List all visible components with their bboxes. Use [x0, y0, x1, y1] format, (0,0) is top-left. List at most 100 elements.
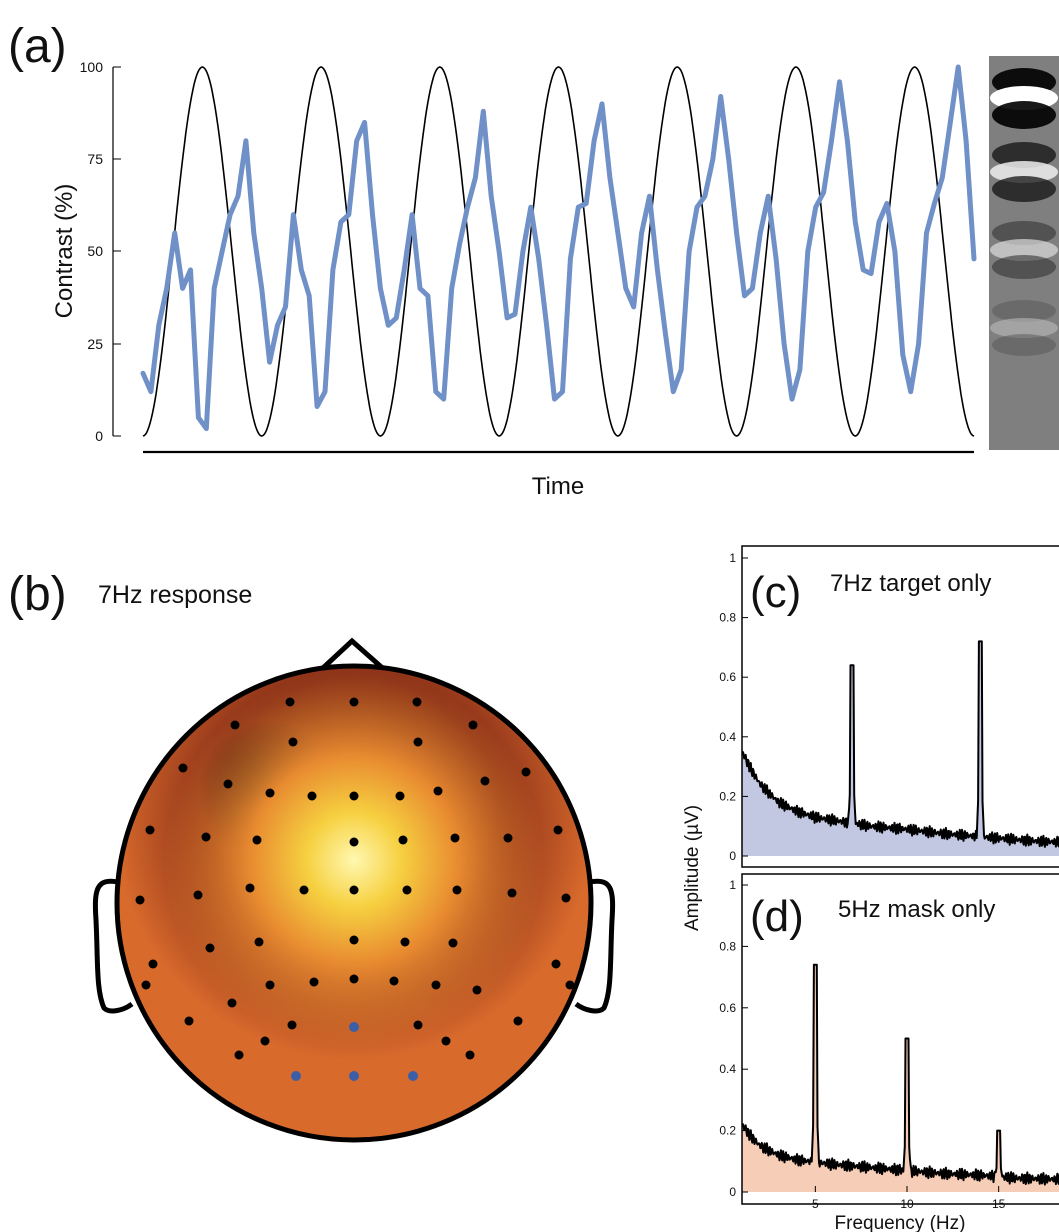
- panel-a-tick-label: 25: [87, 336, 103, 352]
- y-tick-label: 0.4: [719, 730, 736, 744]
- y-tick-label: 0.6: [719, 1001, 736, 1015]
- electrode: [402, 885, 412, 895]
- electrode: [265, 788, 275, 798]
- y-tick-label: 0.2: [719, 1124, 736, 1138]
- electrode: [349, 885, 359, 895]
- grating-75: [990, 142, 1058, 202]
- grating-25: [990, 300, 1058, 356]
- panel-c-spectrum-fill: [742, 641, 1059, 856]
- panel-c: 0 0.2 0.4 0.6 0.8 1 (c) 7Hz target only: [719, 545, 1059, 868]
- panel-c-frame: [741, 545, 1059, 868]
- panel-d-y-ticks: 0 0.2 0.4 0.6 0.8 1: [719, 878, 748, 1199]
- electrode: [227, 998, 237, 1008]
- panel-b-title: 7Hz response: [98, 581, 252, 609]
- electrode-array: [135, 697, 575, 1081]
- electrode: [223, 779, 233, 789]
- panel-a-tick-label: 50: [87, 243, 103, 259]
- electrode: [480, 776, 490, 786]
- electrode: [299, 885, 309, 895]
- electrode: [398, 835, 408, 845]
- panel-a-sine-series: [142, 66, 975, 437]
- panel-b-letter: (b): [8, 568, 67, 621]
- spectrum-panels: Amplitude (µV) Frequency (Hz) 0 0.2 0.4 0.6…: [682, 545, 1059, 1232]
- electrode: [285, 697, 295, 707]
- electrode: [230, 720, 240, 730]
- y-tick-label: 0.2: [719, 789, 736, 803]
- electrode-highlighted: [349, 1022, 359, 1032]
- panel-d-spectrum-fill: [742, 964, 1059, 1192]
- panel-a-tick-label: 0: [95, 428, 103, 444]
- electrode: [468, 720, 478, 730]
- y-tick-label: 1: [729, 878, 736, 892]
- electrode: [395, 791, 405, 801]
- electrode: [551, 959, 561, 969]
- panel-c-title: 7Hz target only: [830, 570, 991, 597]
- electrode: [465, 1050, 475, 1060]
- electrode: [288, 737, 298, 747]
- electrode: [307, 791, 317, 801]
- x-tick-label: 5: [812, 1197, 819, 1211]
- electrode: [553, 825, 563, 835]
- panel-c-spectrum-line: [741, 640, 1059, 848]
- electrode: [441, 1036, 451, 1046]
- electrode: [245, 883, 255, 893]
- amplitude-axis-label: Amplitude (µV): [682, 805, 703, 931]
- y-tick-label: 0: [729, 1185, 736, 1199]
- electrode: [413, 737, 423, 747]
- electrode: [135, 895, 145, 905]
- panel-d-title: 5Hz mask only: [838, 896, 995, 923]
- electrode: [507, 888, 517, 898]
- head-outline: [114, 663, 594, 1143]
- electrode: [513, 1016, 523, 1026]
- electrode: [412, 697, 422, 707]
- electrode: [349, 791, 359, 801]
- panel-a-y-ticks: 0 25 50 75 100: [80, 59, 121, 444]
- grating-50: [990, 221, 1058, 279]
- electrode: [450, 833, 460, 843]
- electrode: [433, 786, 443, 796]
- scalp-topography-map: [117, 666, 591, 1140]
- electrode-highlighted: [291, 1071, 301, 1081]
- y-tick-label: 0: [729, 849, 736, 863]
- electrode: [349, 935, 359, 945]
- electrode: [184, 1016, 194, 1026]
- panel-a: (a) Contrast (%) Time 0 25 50 75 100: [8, 20, 1059, 500]
- electrode-highlighted: [408, 1071, 418, 1081]
- electrode: [252, 835, 262, 845]
- electrode: [287, 1020, 297, 1030]
- electrode: [452, 885, 462, 895]
- contrast-stimulus-strip: [989, 56, 1059, 450]
- panel-a-tick-label: 100: [80, 59, 104, 75]
- panel-a-tick-label: 75: [87, 151, 103, 167]
- panel-a-tracked-series: [140, 64, 977, 432]
- electrode: [309, 977, 319, 987]
- electrode: [349, 974, 359, 984]
- panel-d-letter: (d): [750, 892, 804, 941]
- panel-c-letter: (c): [750, 568, 801, 617]
- panel-d-spectrum-line: [741, 963, 1059, 1186]
- x-tick-label: 15: [992, 1197, 1006, 1211]
- electrode: [205, 943, 215, 953]
- electrode: [254, 937, 264, 947]
- electrode: [503, 833, 513, 843]
- panel-a-letter: (a): [8, 20, 67, 73]
- panel-a-ylabel: Contrast (%): [51, 184, 78, 319]
- panel-c-y-ticks: 0 0.2 0.4 0.6 0.8 1: [719, 551, 748, 863]
- electrode: [431, 980, 441, 990]
- electrode: [521, 767, 531, 777]
- electrode: [145, 825, 155, 835]
- electrode: [141, 980, 151, 990]
- panel-b: (b) 7Hz response: [8, 568, 616, 1143]
- y-tick-label: 0.6: [719, 670, 736, 684]
- electrode: [349, 697, 359, 707]
- frequency-axis-label: Frequency (Hz): [835, 1213, 966, 1232]
- panel-d-x-ticks: 5 10 15: [812, 1186, 1006, 1211]
- electrode: [561, 893, 571, 903]
- electrode: [400, 937, 410, 947]
- electrode: [234, 1050, 244, 1060]
- electrode: [413, 1020, 423, 1030]
- y-tick-label: 1: [729, 551, 736, 565]
- electrode: [389, 976, 399, 986]
- electrode: [265, 980, 275, 990]
